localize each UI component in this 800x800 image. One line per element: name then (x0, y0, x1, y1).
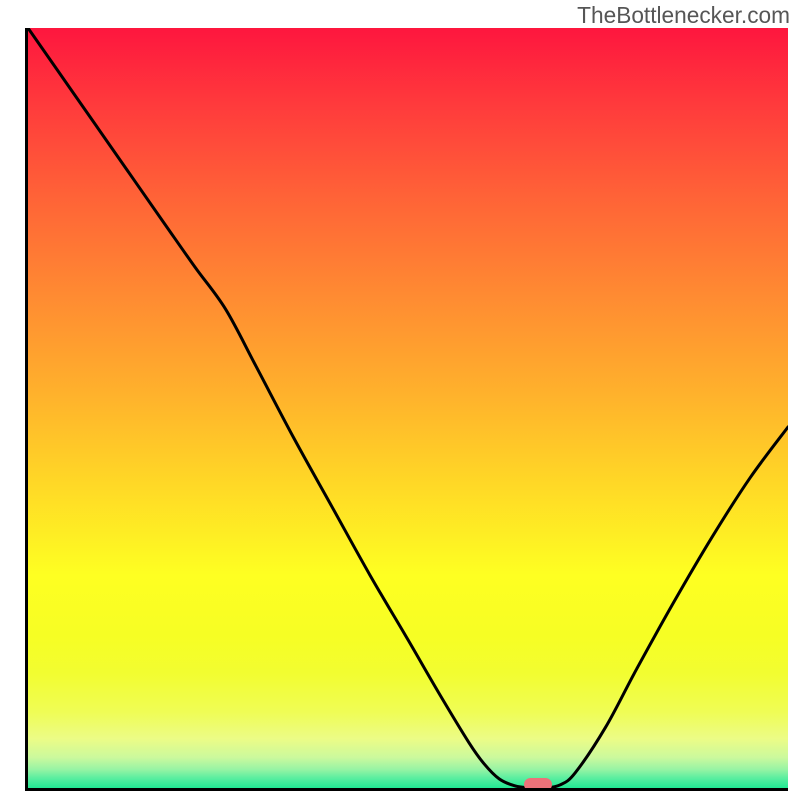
x-axis (25, 788, 788, 791)
watermark-text: TheBottlenecker.com (577, 2, 790, 29)
chart-container: TheBottlenecker.com (0, 0, 800, 800)
y-axis (25, 28, 28, 788)
bottleneck-curve (28, 28, 788, 788)
plot-area (28, 28, 788, 788)
curve-layer (28, 28, 788, 788)
